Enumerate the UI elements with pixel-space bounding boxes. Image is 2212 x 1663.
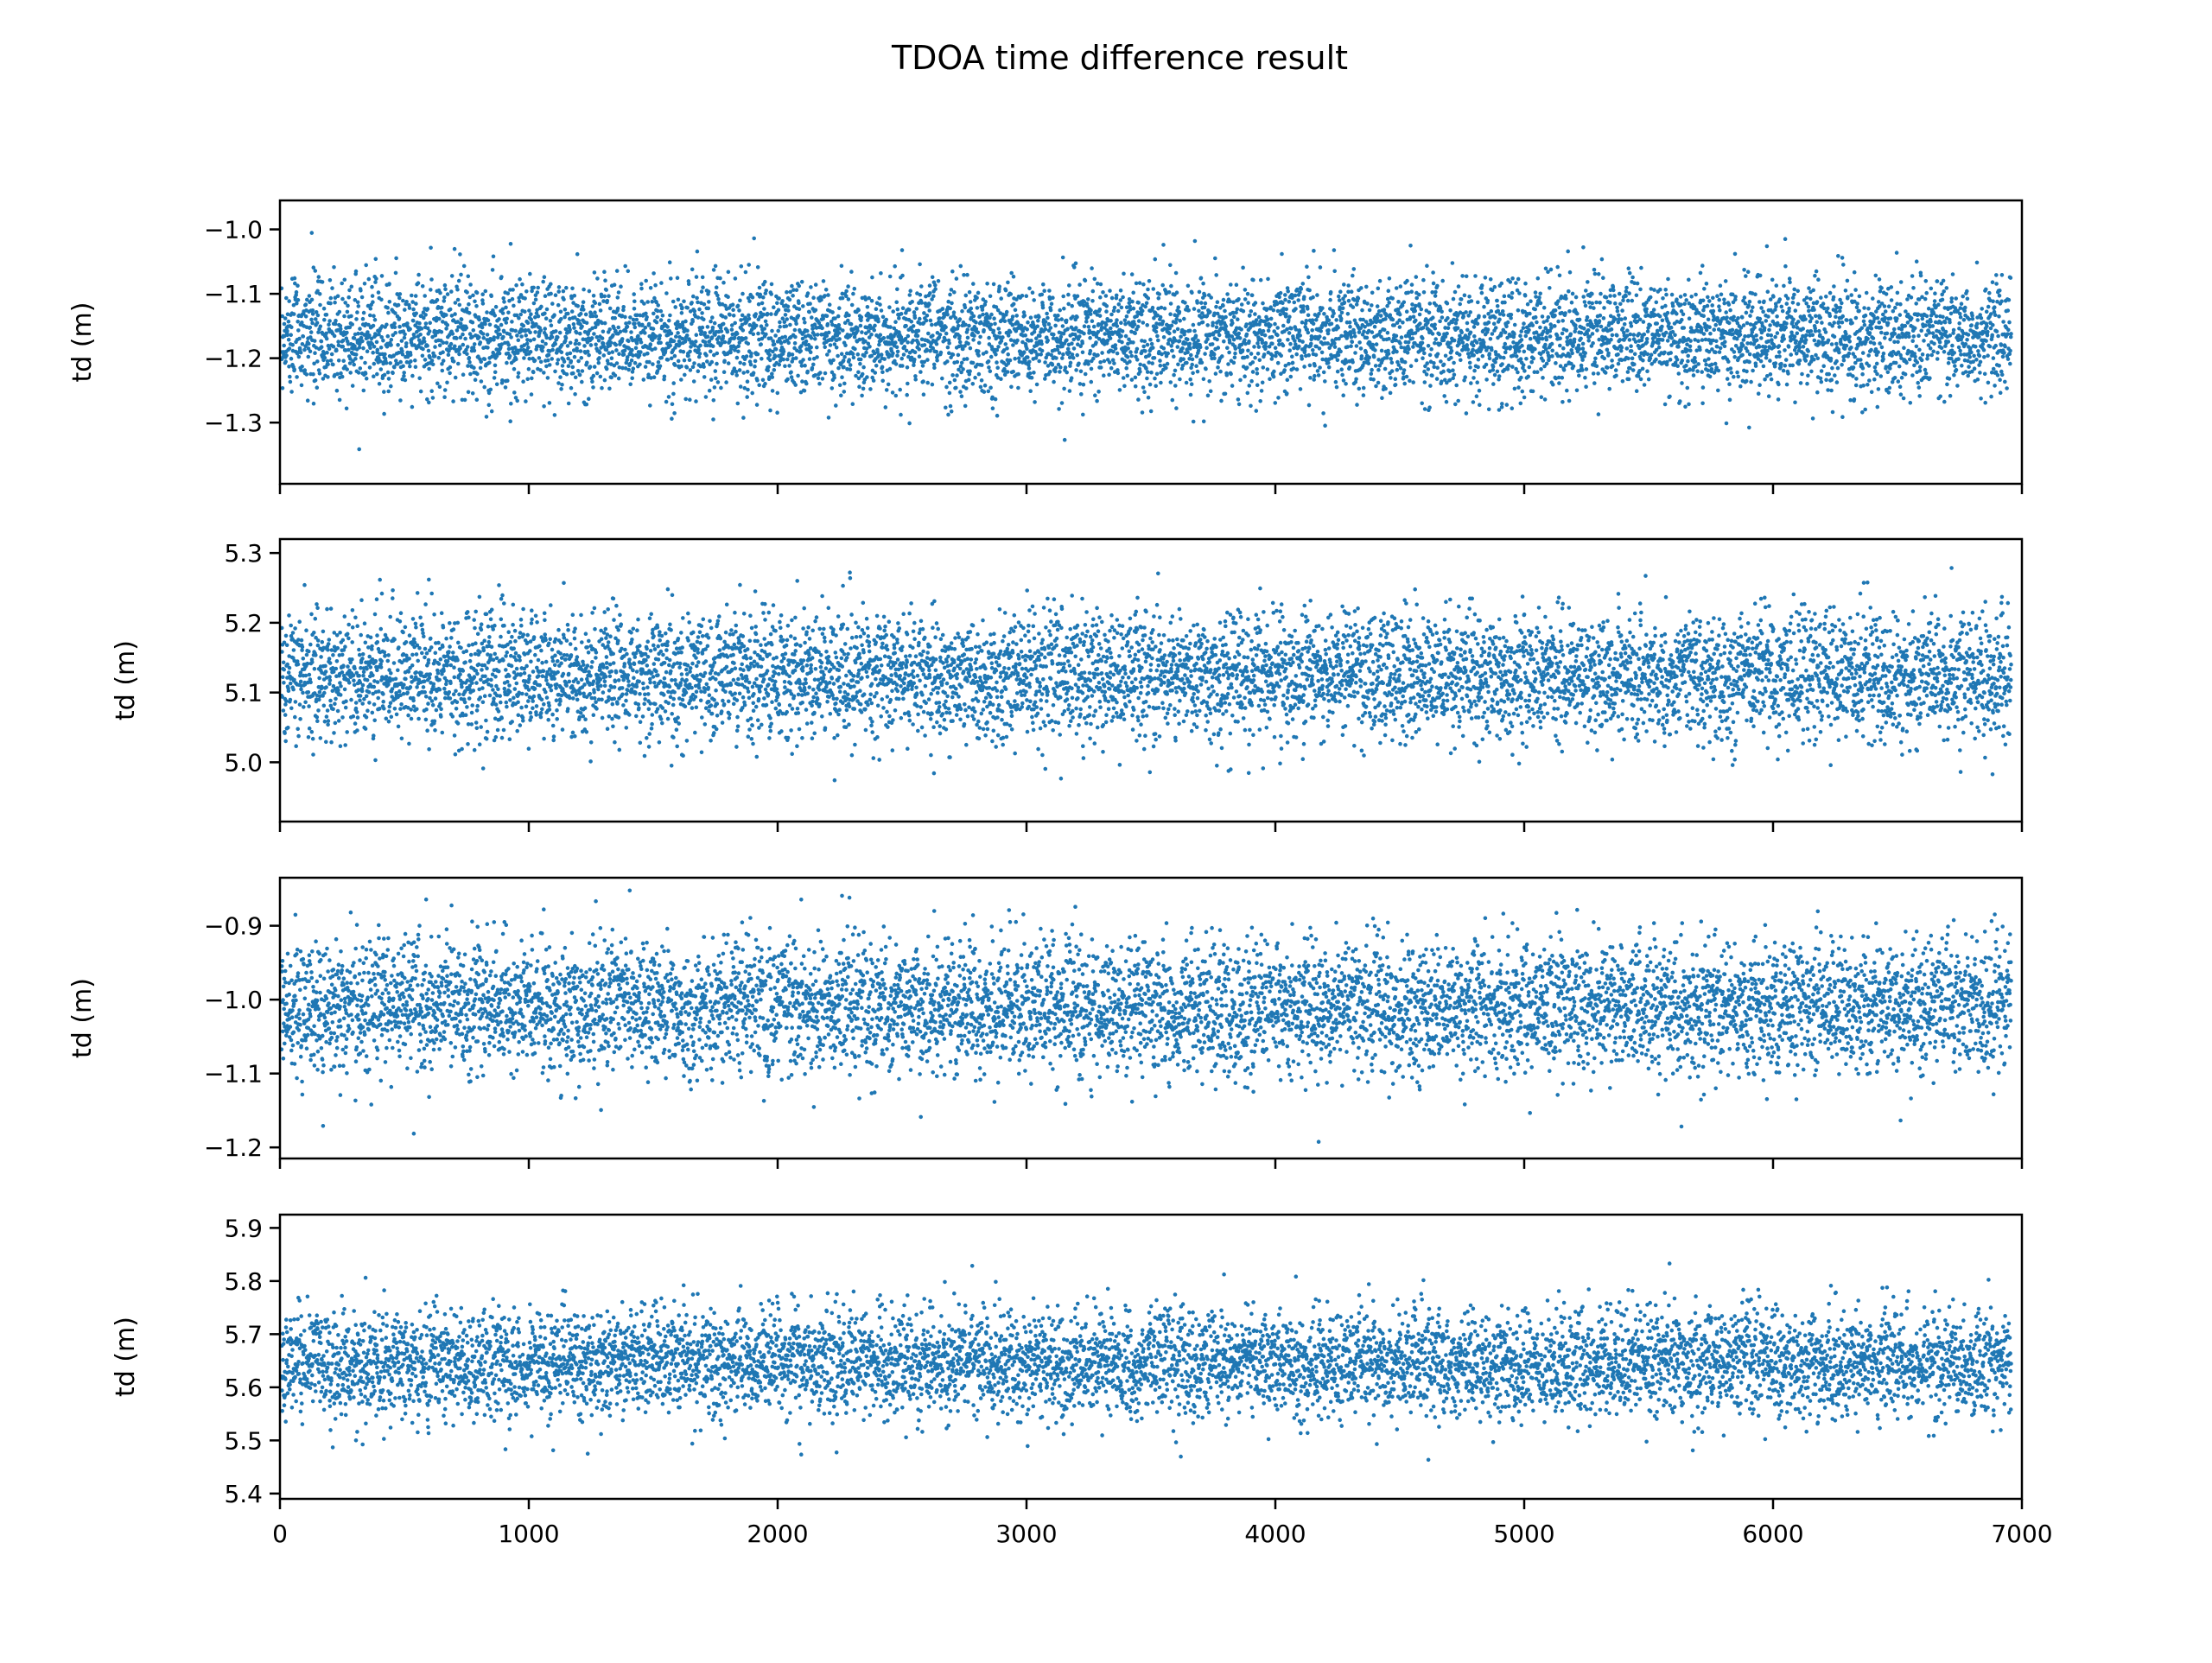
y-tick-label: 5.0 — [224, 748, 263, 777]
y-tick-label: −1.2 — [204, 1133, 263, 1162]
x-tick-label: 5000 — [1493, 1520, 1554, 1548]
y-tick-label: −1.2 — [204, 345, 263, 373]
panel-1: −1.0 −1.1 −1.2 −1.3 td (m) — [67, 200, 2022, 494]
y-axis-label: td (m) — [67, 978, 98, 1058]
y-tick-label: −1.1 — [204, 1060, 263, 1089]
scatter-points-series-4 — [280, 1261, 2013, 1462]
y-tick-label: 5.5 — [224, 1426, 263, 1455]
y-tick-label: −1.1 — [204, 280, 263, 308]
x-tick-label: 4000 — [1244, 1520, 1306, 1548]
x-tick-label: 1000 — [498, 1520, 559, 1548]
y-tick-label: −1.0 — [204, 986, 263, 1014]
y-tick-label: 5.7 — [224, 1320, 263, 1349]
y-tick-label: 5.4 — [224, 1480, 263, 1508]
y-tick-label: 5.6 — [224, 1374, 263, 1402]
scatter-points-series-2 — [280, 566, 2013, 782]
y-tick-label: −1.0 — [204, 216, 263, 244]
panel-2: 5.3 5.2 5.1 5.0 td (m) — [111, 539, 2022, 832]
y-tick-label: 5.1 — [224, 679, 263, 708]
y-tick-label: 5.2 — [224, 609, 263, 638]
y-tick-label: 5.3 — [224, 539, 263, 568]
y-tick-label: 5.8 — [224, 1267, 263, 1296]
y-axis-label: td (m) — [111, 1317, 141, 1397]
y-tick-label: −0.9 — [204, 912, 263, 941]
panel-4: 5.9 5.8 5.7 5.6 5.5 5.4 td (m) 0 1000 2000 3000 400… — [111, 1214, 2053, 1548]
x-tick-label: 2000 — [747, 1520, 808, 1548]
scatter-points-series-3 — [280, 889, 2013, 1144]
y-axis-label: td (m) — [67, 302, 98, 383]
x-tick-label: 3000 — [995, 1520, 1057, 1548]
x-tick-label: 7000 — [1991, 1520, 2052, 1548]
y-axis-label: td (m) — [111, 640, 141, 720]
scatter-points-series-1 — [280, 231, 2013, 451]
x-tick-label: 0 — [272, 1520, 288, 1548]
y-tick-label: 5.9 — [224, 1214, 263, 1242]
chart-title: TDOA time difference result — [891, 39, 1348, 77]
y-tick-label: −1.3 — [204, 409, 263, 437]
x-tick-label: 6000 — [1742, 1520, 1803, 1548]
panels-group: −1.0 −1.1 −1.2 −1.3 td (m) 5.3 5.2 5.1 5.0 td (m)… — [67, 200, 2053, 1548]
panel-3: −0.9 −1.0 −1.1 −1.2 td (m) — [67, 878, 2022, 1169]
